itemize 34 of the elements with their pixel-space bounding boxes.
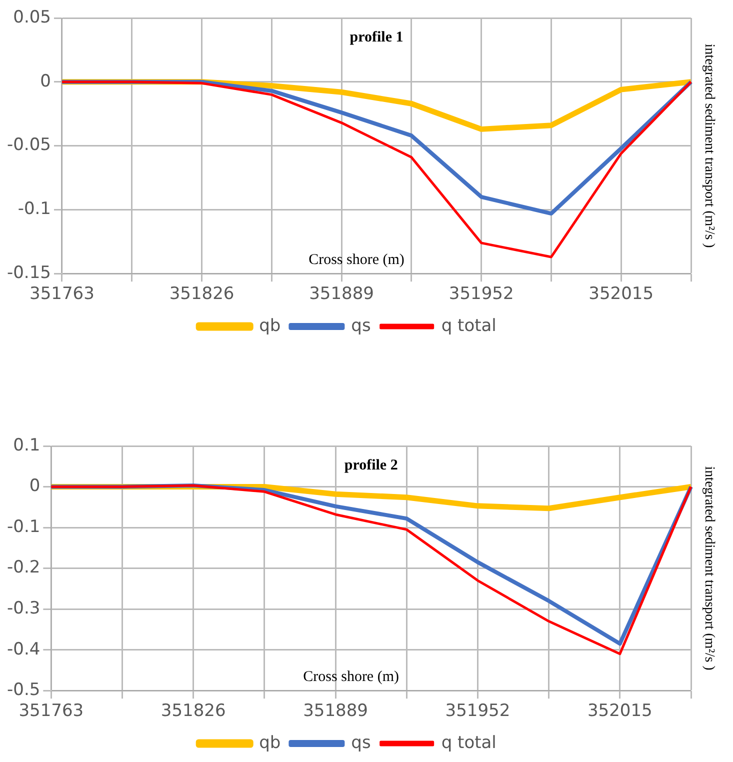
legend-label: qs [351,316,371,336]
y-tick-label: -0.4 [7,639,40,660]
y-tick-label: -0.3 [7,598,40,618]
y-axis-title: integrated sediment transport (m²/s ) [701,44,716,248]
x-tick-label: 351952 [445,701,510,722]
legend-label: qb [259,316,281,336]
y-tick-label: 0.05 [13,7,51,28]
legend-label: qb [259,732,281,753]
y-tick-label: 0.1 [13,435,40,456]
x-tick-label: 351952 [448,284,514,304]
y-tick-label: -0.15 [6,263,51,284]
text: profile 1 [350,29,404,46]
y-tick-label: -0.5 [7,680,40,700]
x-tick-label: 351826 [169,284,234,304]
y-tick-label: 0 [29,476,40,496]
x-tick-label: 351889 [309,284,374,304]
y-tick-label: -0.1 [7,516,40,537]
x-axis-title: Cross shore (m) [308,252,404,268]
x-tick-label: 351763 [18,701,84,722]
x-tick-label: 351826 [160,701,226,722]
y-tick-label: -0.05 [6,135,51,156]
x-tick-label: 352015 [587,701,652,722]
x-tick-label: 351889 [303,701,368,722]
legend-label: q total [441,316,496,336]
legend-label: qs [351,732,371,753]
x-tick-label: 351763 [30,284,94,304]
text: profile 2 [344,457,398,474]
x-tick-label: 352015 [588,284,654,304]
y-tick-label: -0.2 [7,558,40,578]
y-tick-label: -0.1 [18,199,51,220]
y-axis-title: integrated sediment transport (m²/s ) [701,466,716,671]
y-tick-label: 0 [40,71,51,92]
x-axis-title: Cross shore (m) [303,669,399,686]
legend-label: q total [441,732,496,753]
